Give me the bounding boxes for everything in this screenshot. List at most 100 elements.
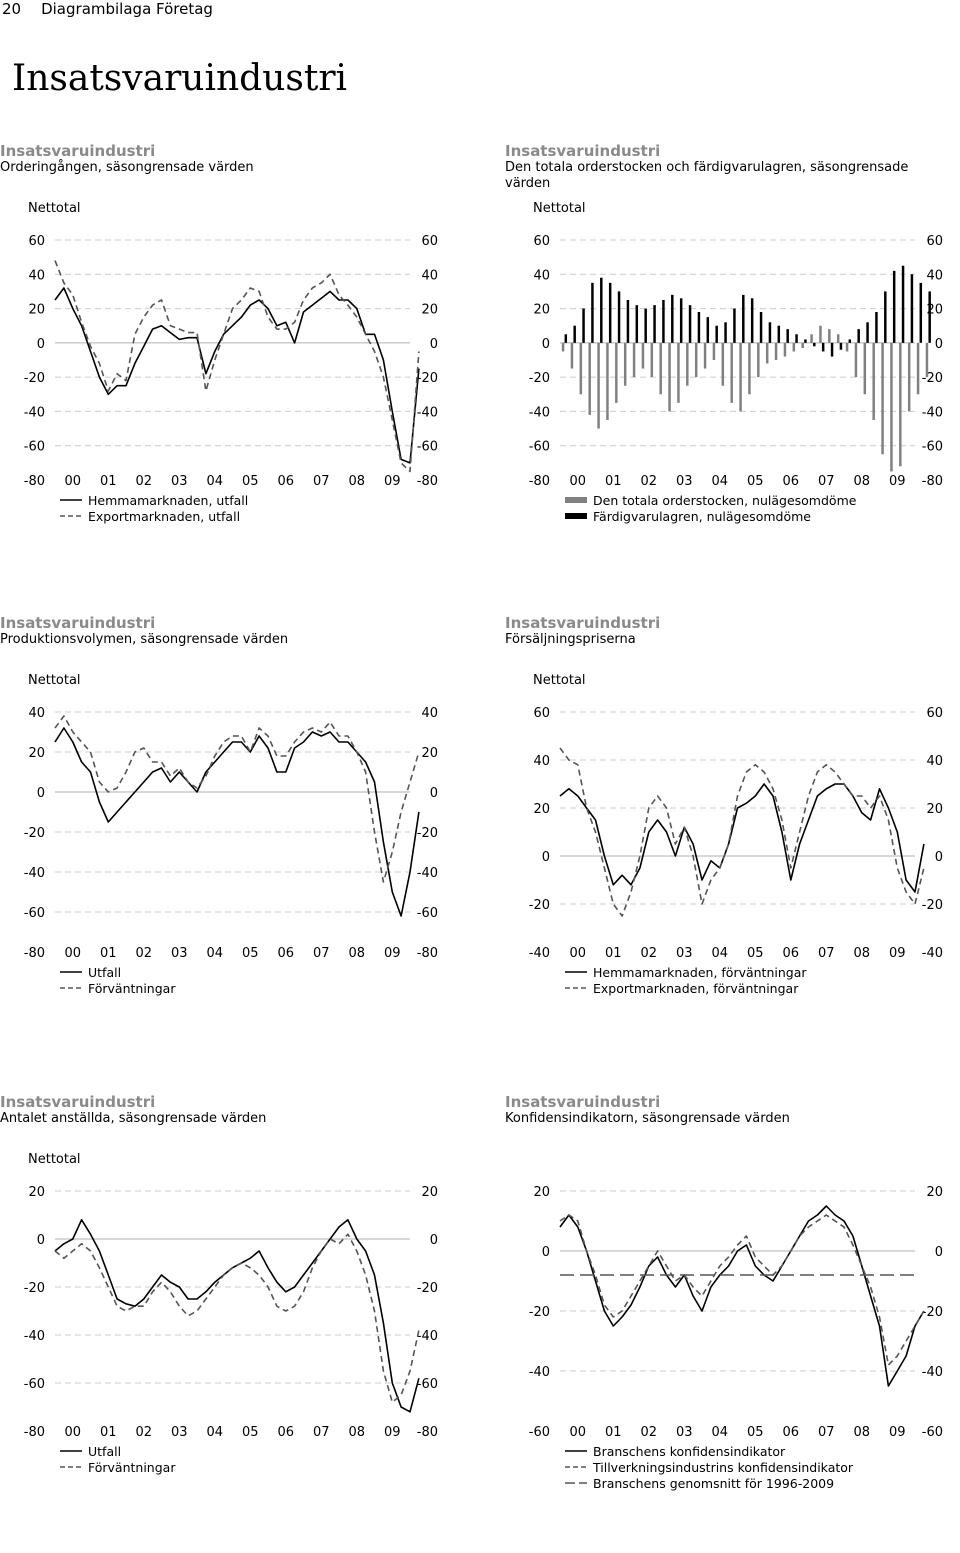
y-tick-label-left: -40: [529, 405, 550, 420]
x-tick-label: 08: [853, 946, 870, 961]
x-tick-label: 01: [605, 1425, 622, 1440]
bar: [907, 342, 911, 412]
legend-label: Den totala orderstocken, nulägesomdöme: [593, 493, 857, 508]
y-tick-label-right: 40: [421, 706, 438, 721]
y-tick-label-left: -20: [24, 826, 45, 841]
bar: [839, 342, 843, 350]
bar: [733, 308, 736, 343]
y-tick-label-right: -60: [417, 906, 438, 921]
chart-title: Insatsvaruindustri: [0, 142, 156, 160]
bar: [686, 342, 689, 386]
chart-panel-konfidensindikatorn: Insatsvaruindustri Konfidensindikatorn, …: [505, 1093, 955, 1553]
chart-panel-produktionsvolymen: Insatsvaruindustri Produktionsvolymen, s…: [0, 614, 450, 1074]
y-tick-label-left: -60: [529, 440, 550, 455]
series-line: [559, 747, 925, 917]
bar: [804, 339, 807, 343]
y-tick-label-right: 20: [926, 1185, 943, 1200]
y-tick-label-left: -20: [529, 371, 550, 386]
y-tick-label-left: -60: [529, 1425, 550, 1440]
chart-heading: Insatsvaruindustri Antalet anställda, sä…: [0, 1093, 450, 1127]
bar: [653, 305, 656, 343]
chart-subtitle: Orderingången, säsongrensade värden: [0, 160, 254, 175]
y-tick-label-left: -40: [24, 1329, 45, 1344]
chart-heading: Insatsvaruindustri Försäljningspriserna: [505, 614, 955, 648]
chart-title: Insatsvaruindustri: [0, 1093, 156, 1111]
chart-title: Insatsvaruindustri: [505, 614, 661, 632]
y-tick-label-left: 0: [542, 1245, 550, 1260]
bar: [854, 342, 858, 378]
bar: [677, 342, 680, 403]
bar: [706, 317, 710, 343]
bar: [635, 305, 639, 343]
bar: [801, 342, 804, 348]
chart-subtitle: Antalet anställda, säsongrensade värden: [0, 1111, 267, 1126]
x-tick-label: 07: [818, 474, 835, 489]
x-tick-label: 09: [384, 946, 401, 961]
bar: [759, 312, 763, 343]
legend-label: Färdigvarulagren, nulägesomdöme: [593, 509, 811, 524]
bar: [836, 334, 840, 343]
y-tick-label-left: 20: [533, 1185, 550, 1200]
y-tick-label-right: -80: [922, 474, 943, 489]
y-tick-label-left: 20: [28, 303, 45, 318]
bar: [617, 291, 621, 343]
y-tick-label-left: -40: [529, 946, 550, 961]
y-axis-label: Nettotal: [28, 201, 81, 216]
x-tick-label: 03: [171, 1425, 188, 1440]
x-tick-label: 08: [853, 474, 870, 489]
y-tick-label-right: 60: [926, 706, 943, 721]
y-tick-label-right: -20: [922, 1305, 943, 1320]
y-tick-label-right: 20: [421, 303, 438, 318]
chart-title: Insatsvaruindustri: [505, 1093, 661, 1111]
x-tick-label: 06: [782, 1425, 799, 1440]
x-tick-label: 03: [676, 474, 693, 489]
y-tick-label-right: -40: [922, 946, 943, 961]
bar: [742, 294, 745, 343]
x-tick-label: 02: [640, 946, 657, 961]
x-tick-label: 00: [64, 474, 81, 489]
bar: [916, 342, 920, 395]
x-tick-label: 09: [384, 1425, 401, 1440]
x-tick-label: 03: [171, 946, 188, 961]
series-line: [559, 1214, 925, 1366]
bar: [890, 342, 893, 472]
x-tick-label: 05: [242, 946, 259, 961]
y-tick-label-left: -80: [24, 474, 45, 489]
y-tick-label-left: -80: [24, 1425, 45, 1440]
y-tick-label-right: 60: [926, 234, 943, 249]
bar: [688, 305, 692, 343]
y-tick-label-right: 40: [421, 268, 438, 283]
bar: [662, 300, 665, 343]
x-tick-label: 05: [747, 1425, 764, 1440]
y-tick-label-left: -80: [529, 474, 550, 489]
y-tick-label-left: 20: [533, 802, 550, 817]
x-tick-label: 05: [747, 946, 764, 961]
legend-swatch: [565, 497, 587, 503]
legend-swatch: [565, 513, 587, 519]
x-tick-label: 06: [277, 1425, 294, 1440]
x-tick-label: 05: [242, 1425, 259, 1440]
x-tick-label: 04: [711, 474, 728, 489]
legend-label: Förväntningar: [88, 981, 176, 996]
bar: [703, 342, 707, 369]
page-header: 20 Diagrambilaga Företag: [0, 0, 213, 18]
bar: [863, 342, 867, 395]
series-line: [54, 260, 420, 473]
bar: [750, 298, 754, 343]
x-tick-label: 00: [64, 946, 81, 961]
bar: [721, 342, 725, 386]
y-tick-label-left: -60: [24, 906, 45, 921]
bar: [632, 342, 636, 378]
x-tick-label: 04: [711, 946, 728, 961]
bar: [588, 342, 591, 415]
bar: [828, 329, 831, 343]
bar: [615, 342, 618, 403]
y-tick-label-right: -20: [417, 826, 438, 841]
y-axis-label: Nettotal: [533, 673, 586, 688]
x-tick-label: 01: [605, 474, 622, 489]
series-line: [54, 1233, 420, 1403]
bar: [783, 342, 787, 357]
x-tick-label: 07: [818, 1425, 835, 1440]
y-tick-label-left: 40: [533, 268, 550, 283]
